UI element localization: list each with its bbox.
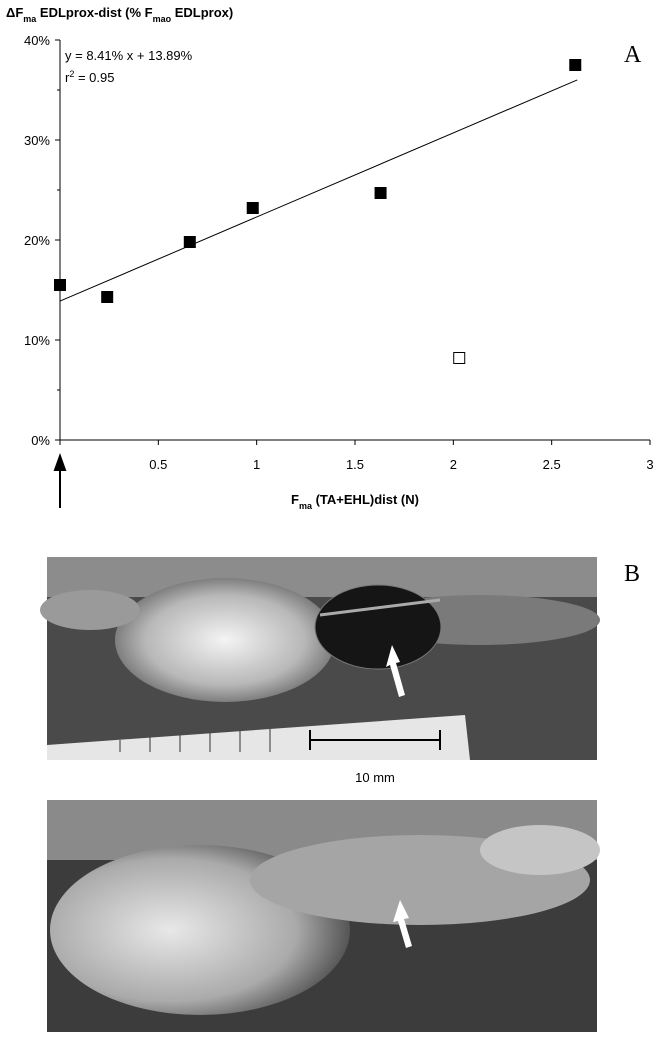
scale-label: 10 mm <box>355 770 395 785</box>
data-point <box>453 352 466 364</box>
y-tick-label: 20% <box>24 233 50 248</box>
x-tick-label: 1 <box>253 457 260 472</box>
data-point <box>54 279 66 291</box>
annotation: y = 8.41% x + 13.89% <box>65 48 193 63</box>
origin-arrow <box>53 453 67 508</box>
y-tick-label: 30% <box>24 133 50 148</box>
chart-title-part: ΔF <box>6 5 23 20</box>
annotation-part: 2 <box>69 69 74 79</box>
annotation-part: y = 8.41% x + 13.89% <box>65 48 193 63</box>
x-tick-label: 0.5 <box>149 457 167 472</box>
x-axis-label-part: ma <box>299 501 313 511</box>
y-tick-label: 10% <box>24 333 50 348</box>
fit-line <box>59 79 578 302</box>
y-tick-label: 40% <box>24 33 50 48</box>
photo-top <box>40 557 600 760</box>
annotation-part: r <box>65 70 70 85</box>
data-point <box>569 59 582 71</box>
annotation: r2 = 0.95 <box>65 69 114 85</box>
annotation-part: = 0.95 <box>74 70 114 85</box>
data-point <box>374 187 387 199</box>
panel-label: B <box>624 561 640 587</box>
x-tick-label: 3 <box>646 457 653 472</box>
x-axis-label-part: (TA+EHL)dist (N) <box>312 492 419 507</box>
chart-title-part: EDLprox-dist (% F <box>36 5 152 20</box>
panel-label: A <box>624 42 642 68</box>
data-point <box>183 236 196 248</box>
x-tick-label: 1.5 <box>346 457 364 472</box>
data-point <box>101 291 114 303</box>
x-axis-label-part: F <box>291 492 299 507</box>
photo-bottom <box>47 800 600 1032</box>
x-tick-label: 2 <box>450 457 457 472</box>
x-tick-label: 2.5 <box>543 457 561 472</box>
chart-title-part: ma <box>23 14 37 24</box>
chart-title-part: EDLprox) <box>171 5 233 20</box>
x-axis-label: Fma (TA+EHL)dist (N) <box>291 492 419 511</box>
data-point <box>246 202 259 214</box>
y-tick-label: 0% <box>31 433 50 448</box>
chart-title: ΔFma EDLprox-dist (% Fmao EDLprox) <box>6 5 233 24</box>
chart-title-part: mao <box>153 14 172 24</box>
